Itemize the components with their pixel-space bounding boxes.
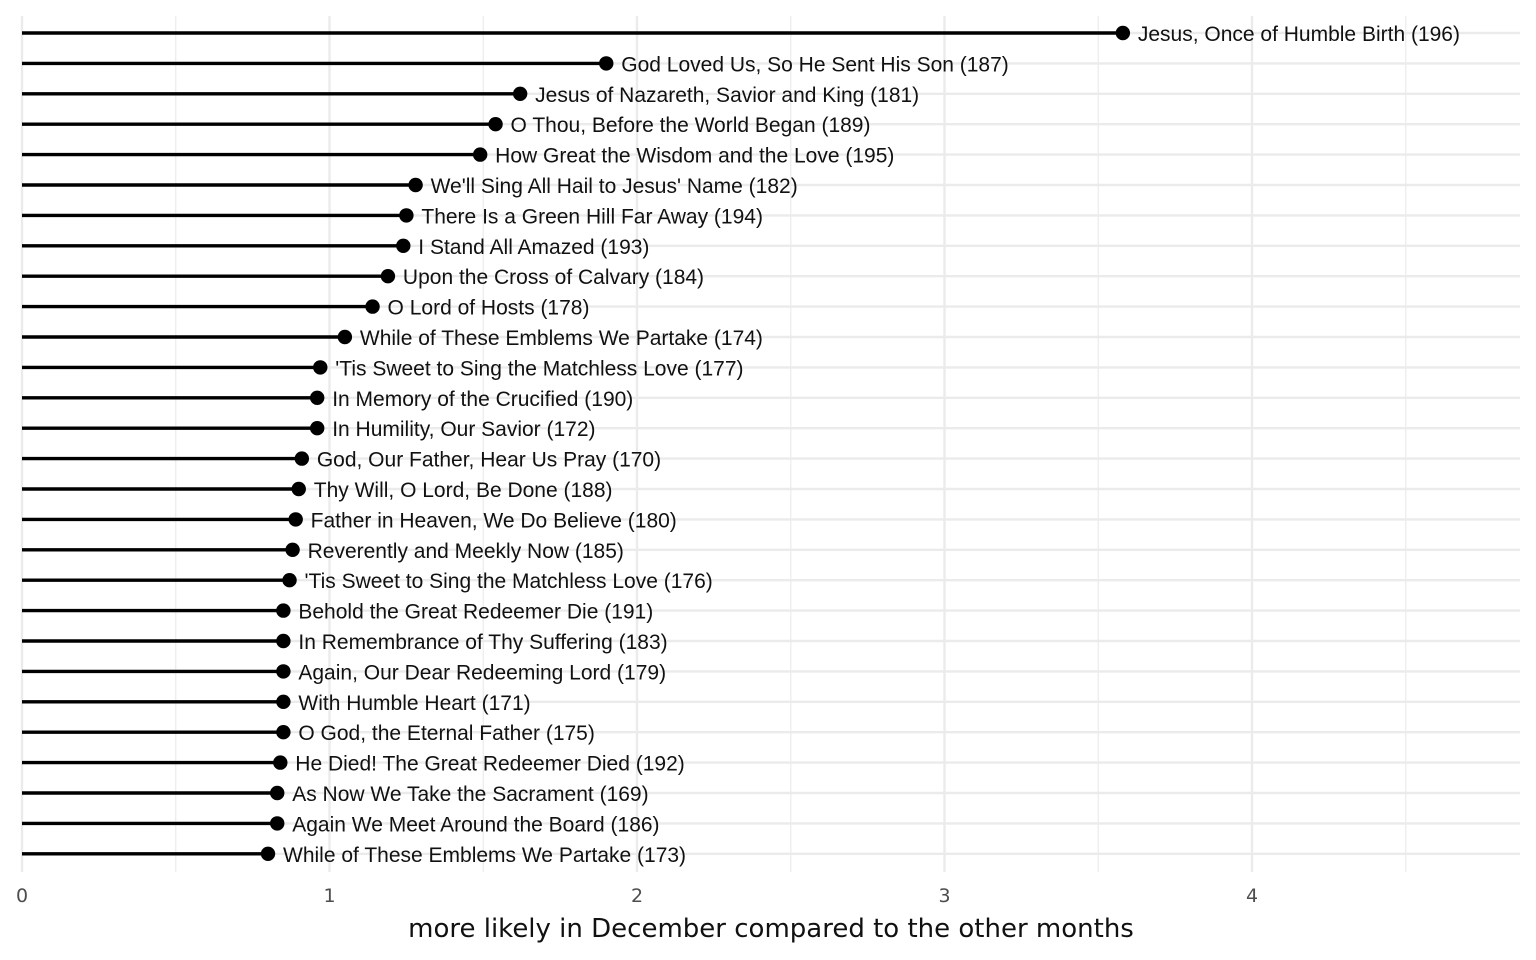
lollipop-point bbox=[313, 360, 328, 375]
lollipop-point bbox=[488, 117, 503, 132]
point-label: He Died! The Great Redeemer Died (192) bbox=[295, 753, 684, 776]
lollipop-point bbox=[276, 664, 291, 679]
lollipop-point bbox=[260, 846, 276, 861]
point-label: Jesus, Once of Humble Birth (196) bbox=[1138, 23, 1460, 46]
lollipop-point bbox=[310, 421, 325, 436]
lollipop-point bbox=[396, 238, 411, 253]
lollipop-point bbox=[472, 147, 488, 162]
lollipop-point bbox=[310, 390, 325, 405]
point-layer bbox=[260, 25, 1131, 861]
lollipop-point bbox=[270, 816, 285, 831]
point-label: Again We Meet Around the Board (186) bbox=[292, 813, 659, 836]
point-label: Thy Will, O Lord, Be Done (188) bbox=[314, 479, 613, 502]
point-label: Behold the Great Redeemer Die (191) bbox=[298, 601, 653, 624]
lollipop-point bbox=[380, 269, 396, 284]
lollipop-point bbox=[276, 603, 291, 618]
lollipop-point bbox=[276, 694, 291, 709]
lollipop-point bbox=[294, 451, 310, 466]
point-label: With Humble Heart (171) bbox=[298, 692, 530, 715]
lollipop-point bbox=[288, 512, 303, 527]
point-label: How Great the Wisdom and the Love (195) bbox=[495, 145, 894, 168]
stem-layer bbox=[22, 31, 1123, 856]
lollipop-point bbox=[365, 299, 380, 314]
point-label: While of These Emblems We Partake (174) bbox=[360, 327, 763, 350]
lollipop-point bbox=[276, 725, 291, 740]
x-axis-title: more likely in December compared to the … bbox=[408, 914, 1134, 944]
point-label: In Humility, Our Savior (172) bbox=[332, 418, 595, 441]
point-label: O Lord of Hosts (178) bbox=[388, 297, 590, 320]
point-label: O Thou, Before the World Began (189) bbox=[511, 114, 871, 137]
x-tick-label: 1 bbox=[323, 885, 335, 907]
point-label: I Stand All Amazed (193) bbox=[418, 236, 649, 259]
lollipop-point bbox=[1115, 25, 1131, 41]
point-label: Jesus of Nazareth, Savior and King (181) bbox=[535, 84, 919, 107]
lollipop-point bbox=[276, 633, 291, 649]
point-label: We'll Sing All Hail to Jesus' Name (182) bbox=[431, 175, 798, 198]
point-label: As Now We Take the Sacrament (169) bbox=[292, 783, 648, 806]
lollipop-point bbox=[270, 785, 285, 801]
lollipop-point bbox=[337, 329, 353, 345]
x-tick-label: 3 bbox=[938, 885, 950, 907]
x-tick-label: 0 bbox=[16, 885, 28, 907]
lollipop-point bbox=[599, 56, 614, 71]
lollipop-point bbox=[512, 86, 528, 102]
point-label: In Memory of the Crucified (190) bbox=[332, 388, 633, 411]
point-label: God Loved Us, So He Sent His Son (187) bbox=[621, 53, 1009, 76]
lollipop-point bbox=[291, 481, 306, 497]
point-label: While of These Emblems We Partake (173) bbox=[283, 844, 686, 867]
x-tick-label: 2 bbox=[631, 885, 643, 907]
point-label: God, Our Father, Hear Us Pray (170) bbox=[317, 449, 661, 472]
point-label: Upon the Cross of Calvary (184) bbox=[403, 266, 704, 289]
point-label: 'Tis Sweet to Sing the Matchless Love (1… bbox=[335, 357, 743, 380]
point-label: 'Tis Sweet to Sing the Matchless Love (1… bbox=[305, 570, 713, 593]
point-label: Again, Our Dear Redeeming Lord (179) bbox=[298, 661, 666, 684]
lollipop-point bbox=[282, 573, 297, 588]
lollipop-point bbox=[273, 755, 288, 770]
x-tick-label: 4 bbox=[1246, 885, 1258, 907]
x-axis-ticks: 0 1 2 3 4 bbox=[16, 885, 1258, 907]
point-label: There Is a Green Hill Far Away (194) bbox=[421, 205, 763, 228]
lollipop-point bbox=[399, 208, 414, 223]
lollipop-point bbox=[408, 177, 423, 193]
point-label: Father in Heaven, We Do Believe (180) bbox=[311, 509, 677, 532]
label-layer: Jesus, Once of Humble Birth (196) God Lov… bbox=[283, 23, 1460, 867]
point-label: O God, the Eternal Father (175) bbox=[298, 722, 594, 745]
point-label: In Remembrance of Thy Suffering (183) bbox=[298, 631, 667, 654]
lollipop-point bbox=[285, 542, 300, 557]
point-label: Reverently and Meekly Now (185) bbox=[308, 540, 624, 563]
